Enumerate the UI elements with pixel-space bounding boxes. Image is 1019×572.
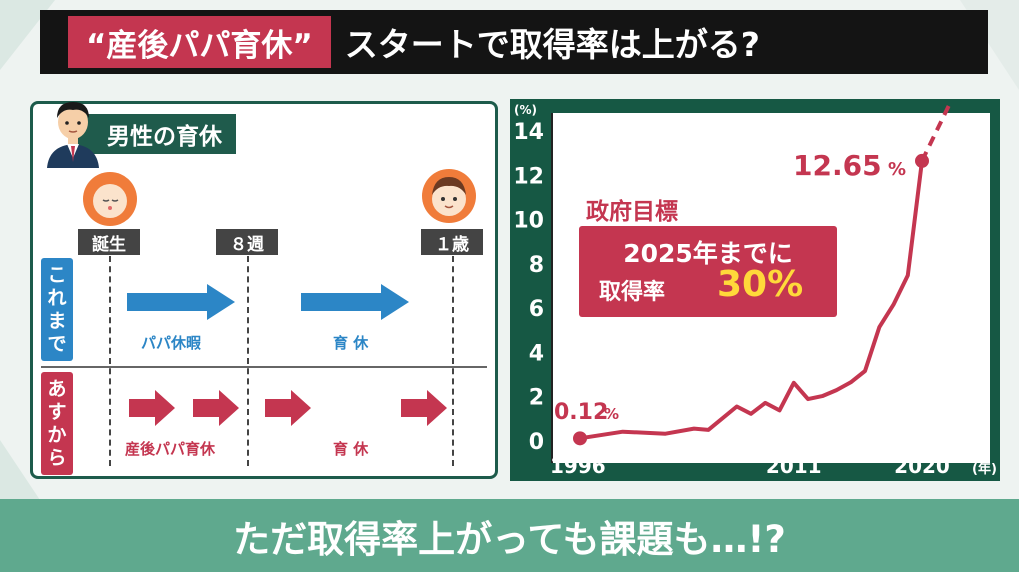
y-tick-label: 10 — [513, 209, 544, 234]
row-divider — [41, 366, 487, 368]
bottom-caption-bar: ただ取得率上がっても課題も…!? — [0, 499, 1019, 572]
bottom-caption: ただ取得率上がっても課題も…!? — [233, 517, 786, 561]
y-tick-label: 6 — [529, 297, 544, 322]
end-point-marker — [915, 153, 929, 168]
goal-value: 30% — [717, 264, 804, 305]
title-bar: “産後パパ育休” スタートで取得率は上がる? — [40, 10, 988, 74]
start-point-marker — [573, 431, 587, 446]
label-childcare-leave-2: 育 休 — [333, 440, 369, 458]
label-childcare-leave-1: 育 休 — [333, 334, 369, 352]
annotation-start-value: 0.12 — [554, 400, 608, 425]
goal-title: 政府目標 — [586, 199, 678, 225]
label-papa-leave: パパ休暇 — [141, 334, 202, 352]
title-main: スタートで取得率は上がる? — [344, 25, 760, 64]
toddler-icon — [422, 169, 476, 223]
y-tick-label: 0 — [529, 430, 544, 455]
timeline-line-8weeks — [247, 256, 249, 466]
arrow-postnatal-1 — [129, 390, 175, 426]
y-tick-label: 2 — [529, 386, 544, 411]
x-tick-label: 1996 — [550, 454, 606, 478]
timeline-label-1year: １歳 — [421, 229, 483, 255]
goal-box: 2025年までに 取得率 30% — [579, 226, 837, 317]
title-tag: “産後パパ育休” — [68, 16, 331, 68]
annotation-end-unit: % — [888, 159, 906, 180]
goal-line2: 取得率 — [599, 280, 666, 305]
newborn-icon — [83, 172, 137, 226]
arrow-papa-leave — [127, 284, 235, 320]
annotation-start-unit: % — [604, 405, 619, 423]
y-tick-label: 4 — [529, 341, 544, 366]
timeline-line-birth — [109, 256, 111, 466]
row-tab-from-tomorrow: あ す か ら — [41, 372, 73, 475]
x-tick-label: 2011 — [766, 454, 822, 478]
series-line — [579, 160, 924, 441]
annotation-end-value: 12.65 — [793, 149, 882, 182]
projection-line — [920, 101, 953, 162]
arrow-childcare-2 — [401, 390, 447, 426]
goal-line1: 2025年までに — [623, 239, 793, 268]
panel-heading: 男性の育休 — [77, 114, 236, 154]
y-tick-label: 14 — [513, 120, 544, 145]
x-tick-label: 2020 — [894, 454, 950, 478]
arrow-childcare-leave — [301, 284, 409, 320]
arrow-childcare-1 — [265, 390, 311, 426]
y-tick-label: 12 — [513, 164, 544, 189]
label-postnatal-papa-leave: 産後パパ育休 — [125, 440, 216, 458]
timeline-label-8weeks: ８週 — [216, 229, 278, 255]
man-icon — [47, 102, 99, 168]
paternity-leave-panel: 男性の育休 誕生 ８週 １歳 こ れ ま で — [30, 101, 498, 479]
timeline-line-1year — [452, 256, 454, 466]
x-unit-label: (年) — [972, 461, 997, 477]
y-tick-label: 8 — [529, 253, 544, 278]
y-unit-label: (%) — [514, 103, 537, 117]
timeline-label-birth: 誕生 — [78, 229, 140, 255]
arrow-postnatal-2 — [193, 390, 239, 426]
row-tab-until-now: こ れ ま で — [41, 258, 73, 361]
projection-question-mark: ? — [921, 99, 936, 105]
